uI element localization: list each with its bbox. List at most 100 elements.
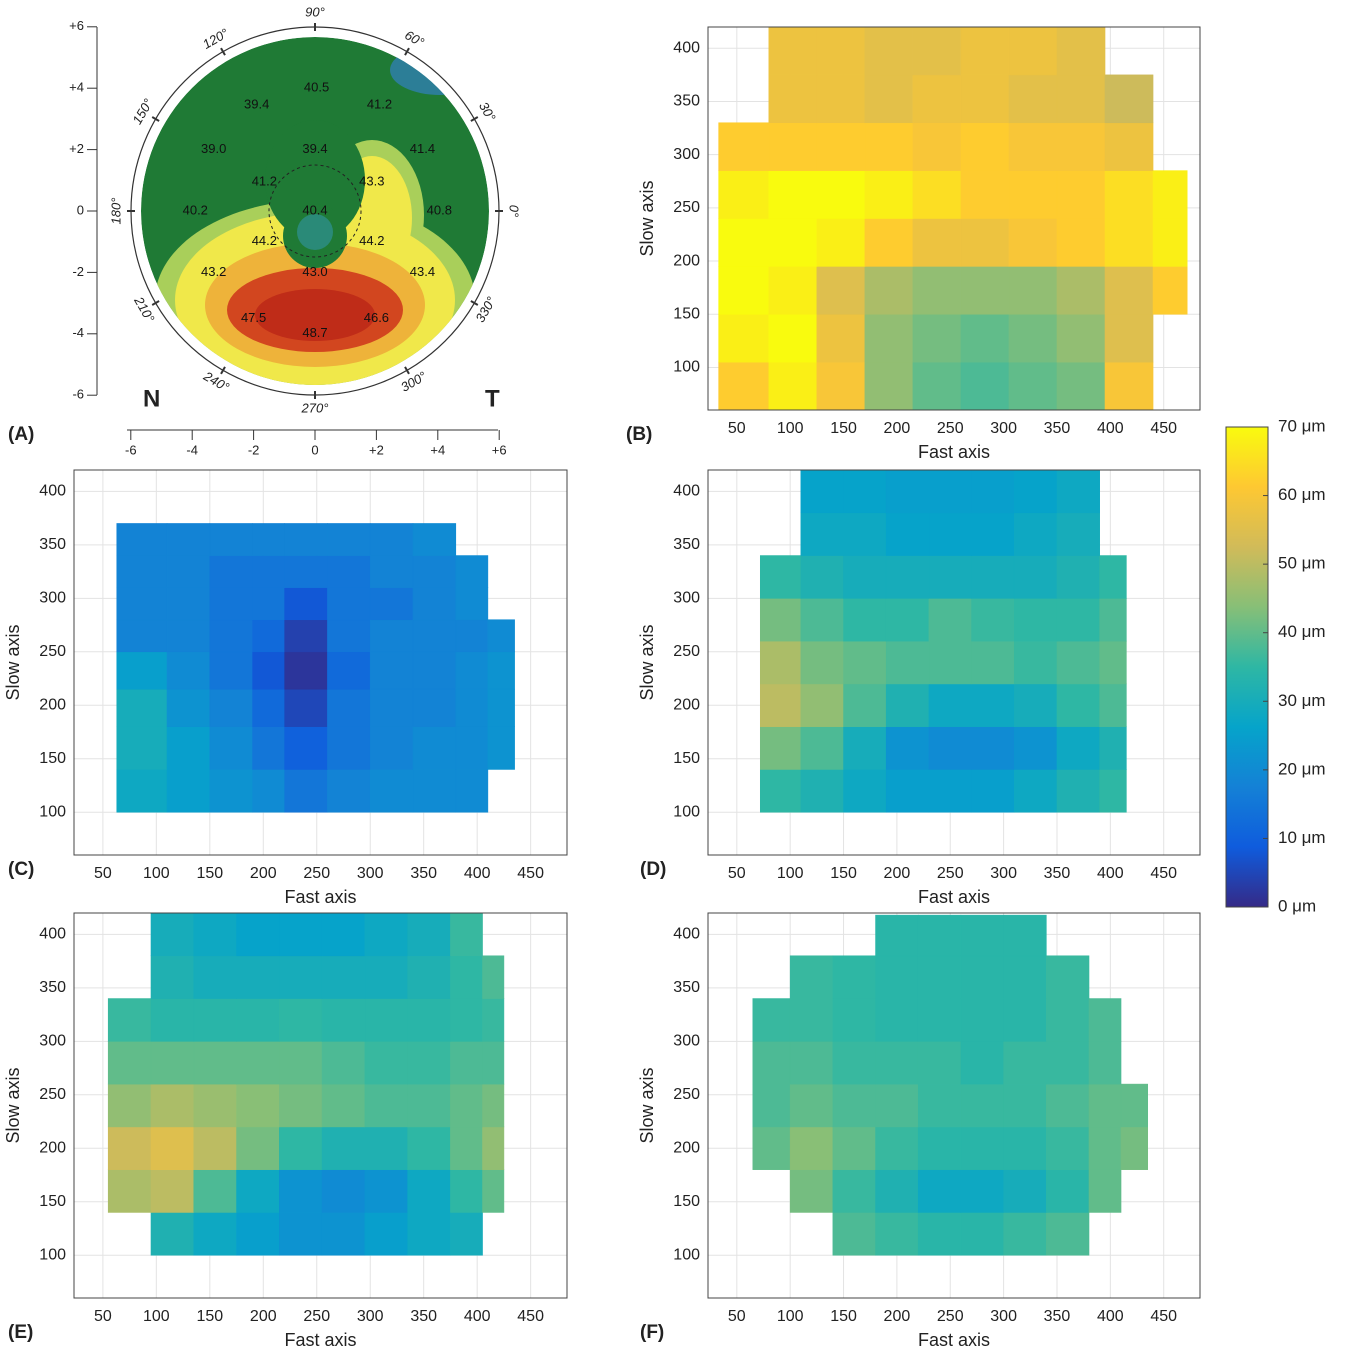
heat-cell [790,1041,833,1084]
heat-cell [210,620,253,652]
y-tick-label: 400 [673,926,700,943]
heat-cell [865,362,913,410]
heat-cell [1004,1127,1047,1170]
heat-cell [876,956,919,999]
map-value: 47.5 [241,310,266,325]
heat-cell [760,598,801,641]
heat-cell [108,1127,151,1170]
heat-cell [210,769,253,812]
heat-cell [753,1041,790,1084]
heat-cell [253,652,285,689]
x-tick-label: -2 [248,442,260,457]
heat-cell [413,620,456,652]
heat-cell [108,1170,151,1213]
heat-cell [370,523,413,555]
heat-cell [801,513,844,556]
heat-cell [844,769,887,812]
heat-cell [844,727,887,770]
heat-cell [844,641,887,684]
map-value: 40.8 [427,202,452,217]
y-tick-label: 250 [39,1086,66,1103]
colorbar-label: 30 μm [1278,691,1326,710]
y-tick-label: 400 [673,39,700,56]
heat-cell [1100,769,1127,812]
y-tick-label: 100 [39,803,66,820]
x-tick-label: 250 [303,1308,330,1325]
heat-cell [790,1127,833,1170]
heat-cell [1057,641,1100,684]
heat-cell [769,266,817,314]
heat-cell [408,1084,451,1127]
heat-cell [769,27,817,75]
heat-cell [365,956,408,999]
heat-cell [760,641,801,684]
x-axis-label: Fast axis [284,1330,356,1350]
map-value: 40.2 [183,202,208,217]
panel-label: (C) [8,859,34,880]
heat-cell [253,769,285,812]
heat-cell [961,75,1009,123]
heat-cell [210,727,253,770]
heat-cell [167,620,210,652]
heat-cell [1004,915,1047,956]
heat-cell [918,1084,961,1127]
y-tick-label: 400 [39,926,66,943]
heat-cell [408,999,451,1042]
angle-label: 120° [200,25,231,51]
heat-cell [151,1212,194,1255]
angle-tick [152,117,159,121]
heat-cell [483,956,504,999]
heat-cell [1009,362,1057,410]
heat-cell [194,1127,237,1170]
map-value: 41.2 [367,97,392,112]
heat-cell [961,219,1009,267]
heat-cell [285,652,328,689]
heat-cell [408,913,451,956]
heat-cell [456,556,488,588]
x-tick-label: 350 [1044,865,1071,882]
heat-cell [1046,1084,1089,1127]
heat-cell [929,513,972,556]
heat-cell [327,689,370,726]
y-tick-label: 350 [673,93,700,110]
heat-cell [370,652,413,689]
angle-tick [221,367,225,374]
heat-cell [327,556,370,588]
heat-cell [865,219,913,267]
heat-cell [1009,27,1057,75]
x-tick-label: 350 [1044,420,1071,437]
heat-cell [801,556,844,599]
heat-cell [961,956,1004,999]
heat-cell [194,999,237,1042]
heat-cell [833,1170,876,1213]
x-tick-label: 100 [777,865,804,882]
colorbar-label: 70 μm [1278,416,1326,435]
x-tick-label: 350 [410,1308,437,1325]
heat-cell [801,684,844,727]
heat-cell [817,27,865,75]
x-tick-label: 200 [884,420,911,437]
heat-cell [450,1127,482,1170]
heat-cell [1057,27,1105,75]
heat-cell [801,769,844,812]
x-tick-label: 100 [777,1308,804,1325]
heat-cell [167,652,210,689]
heat-cell [210,689,253,726]
heat-cell [929,470,972,513]
x-tick-label: 50 [94,1308,112,1325]
heat-cell [844,598,887,641]
y-tick-label: -6 [72,387,84,402]
heat-cell [961,266,1009,314]
y-tick-label: 200 [673,1139,700,1156]
heat-cell [886,470,929,513]
heat-cell [760,684,801,727]
y-tick-label: 150 [673,305,700,322]
heat-cell [365,1041,408,1084]
heat-cell [327,652,370,689]
x-tick-label: 200 [250,865,277,882]
map-value: 43.3 [359,173,384,188]
heat-cell [961,362,1009,410]
colorbar-label: 20 μm [1278,759,1326,778]
y-axis-label: Slow axis [637,1067,657,1143]
heat-cell [886,513,929,556]
